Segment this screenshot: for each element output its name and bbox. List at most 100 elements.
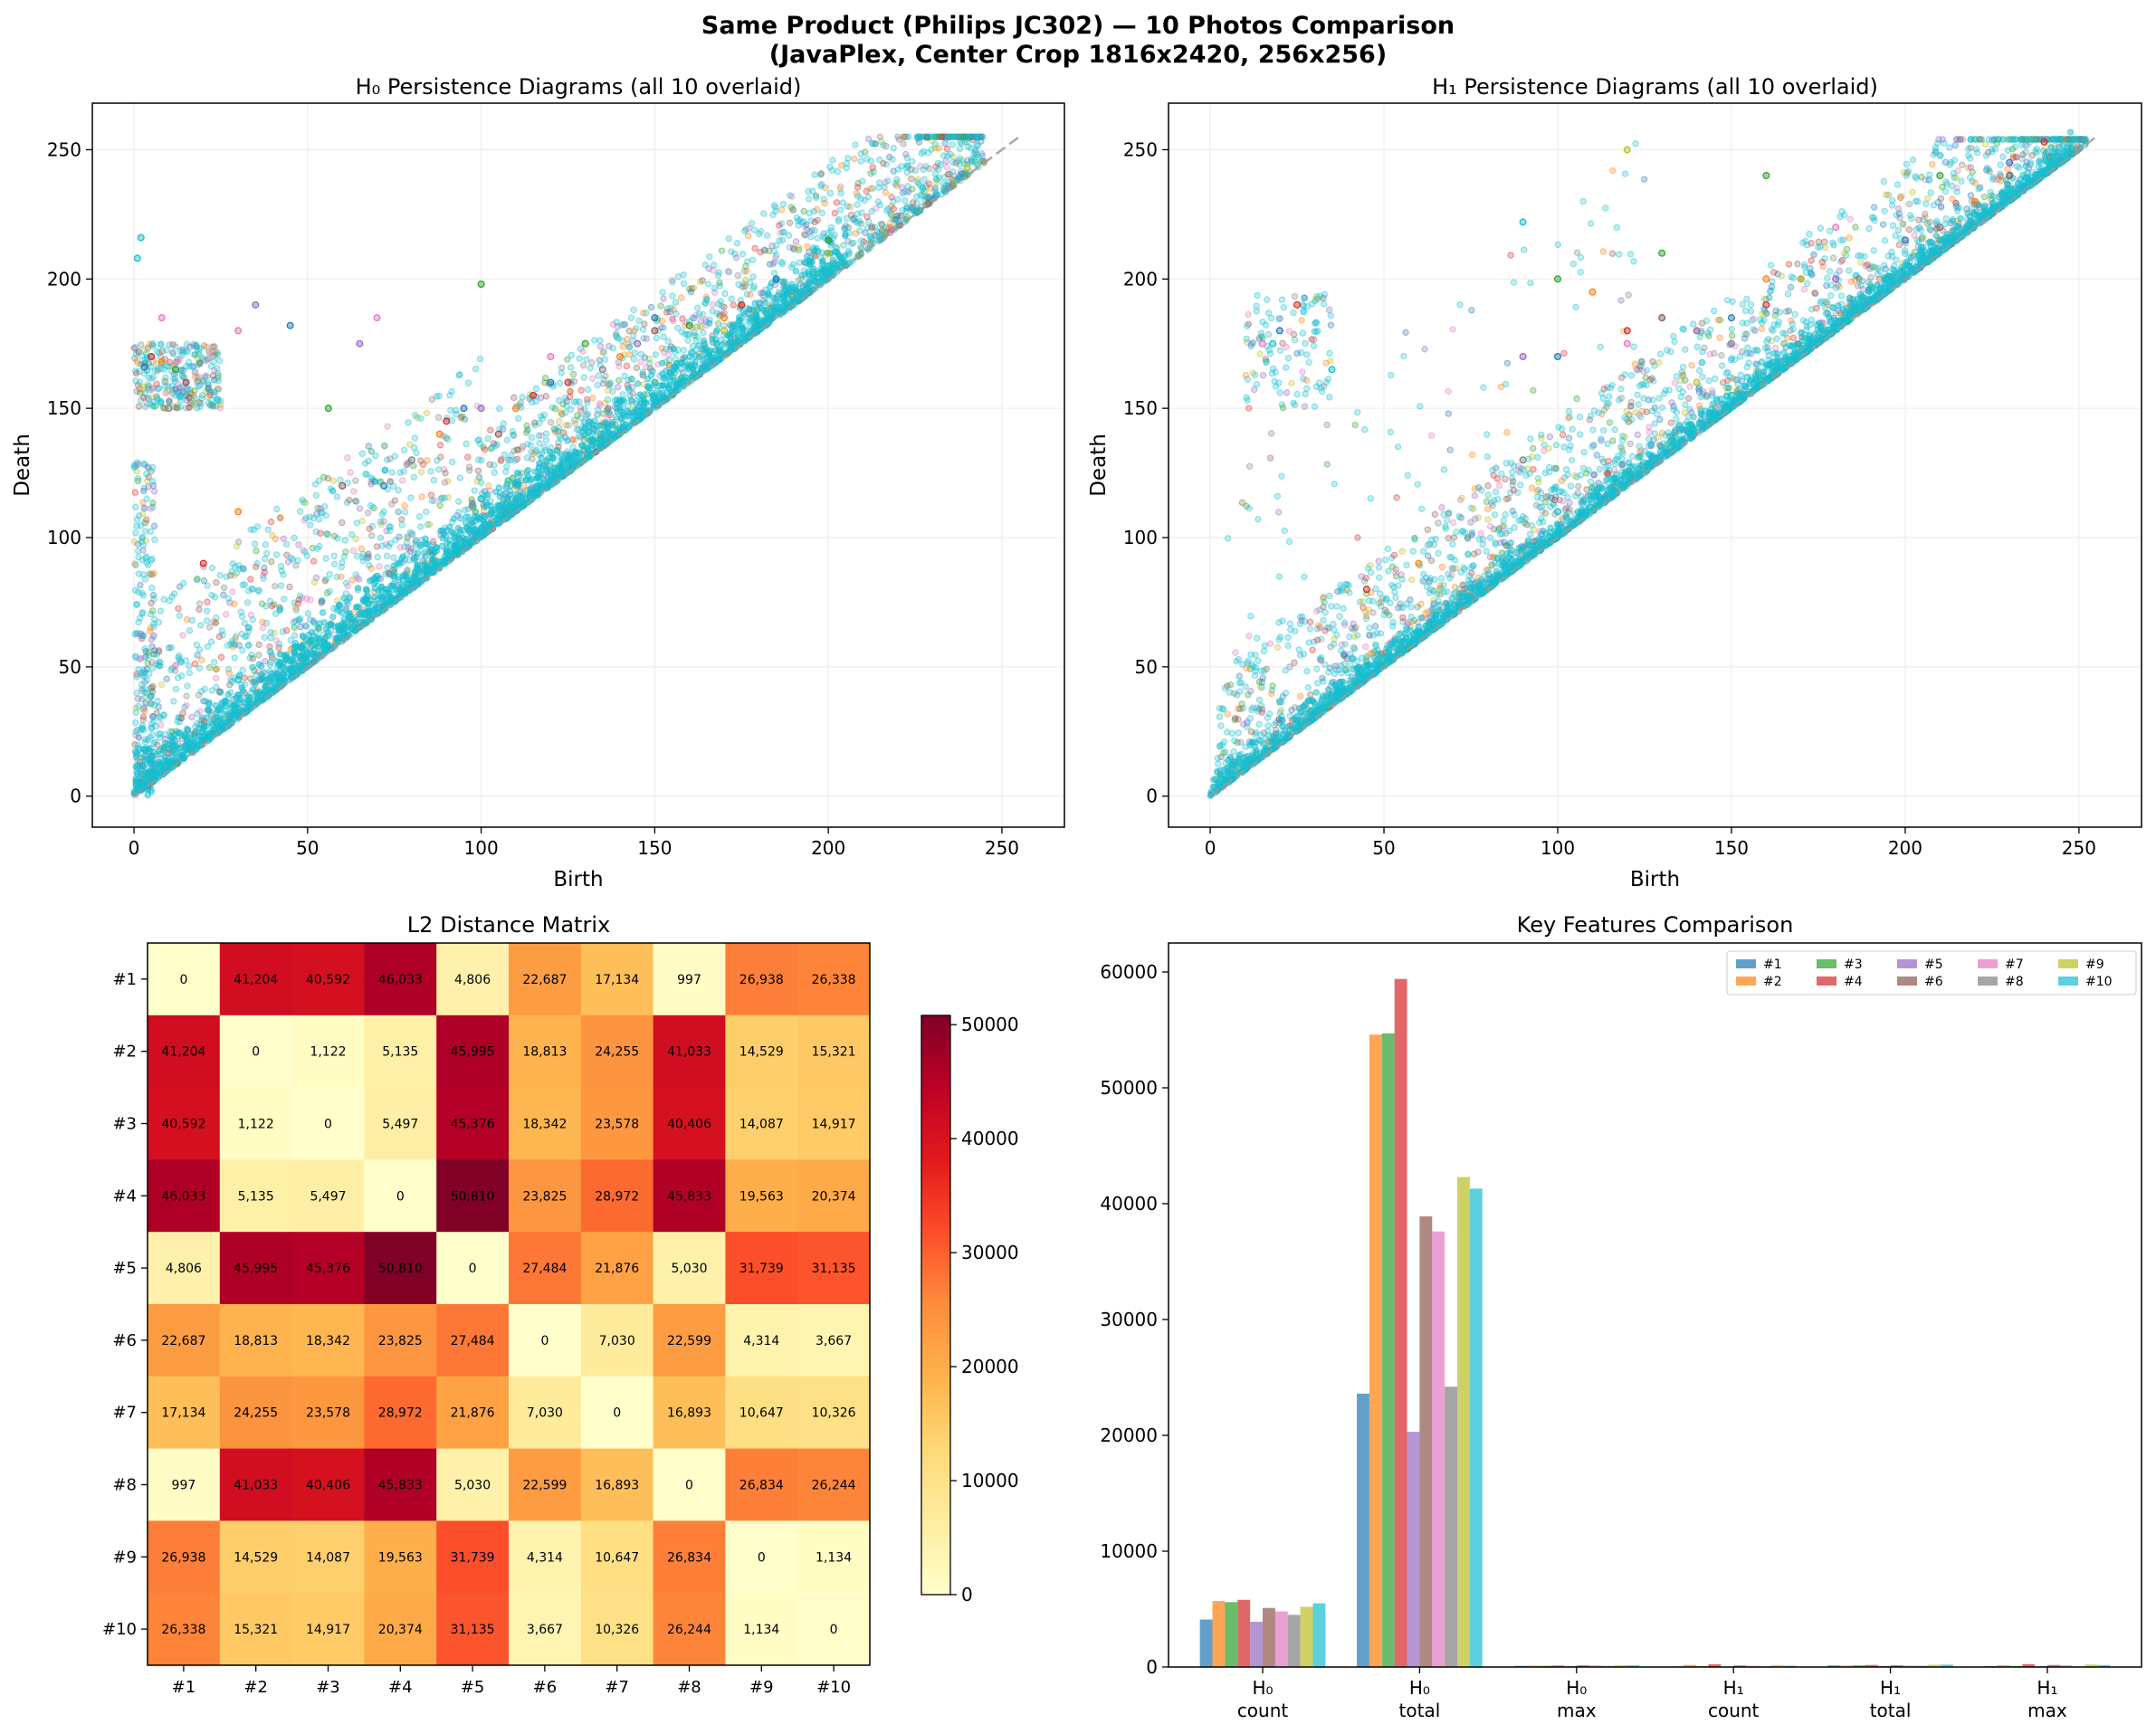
- scatter-point: [187, 730, 195, 738]
- scatter-point: [502, 484, 510, 491]
- scatter-point: [287, 666, 294, 674]
- scatter-point: [381, 466, 389, 473]
- scatter-point: [893, 176, 901, 183]
- scatter-point: [668, 276, 676, 284]
- scatter-point: [496, 493, 504, 500]
- scatter-point: [281, 595, 288, 603]
- scatter-point: [700, 337, 708, 345]
- scatter-point: [494, 501, 501, 509]
- scatter-point: [711, 284, 718, 292]
- scatter-point: [211, 594, 219, 601]
- scatter-point: [671, 369, 679, 376]
- scatter-point: [267, 659, 274, 666]
- scatter-point: [487, 502, 495, 510]
- scatter-point: [303, 552, 311, 559]
- scatter-point: [141, 654, 148, 662]
- scatter-point: [578, 442, 587, 450]
- scatter-point: [347, 469, 354, 476]
- scatter-point: [863, 224, 871, 232]
- scatter-point: [224, 665, 233, 673]
- scatter-point: [747, 279, 754, 286]
- scatter-point: [322, 555, 329, 562]
- scatter-point: [287, 554, 295, 562]
- scatter-point: [817, 170, 825, 177]
- scatter-point: [135, 702, 142, 710]
- scatter-point: [390, 554, 397, 561]
- scatter-point: [356, 505, 364, 512]
- scatter-point: [616, 398, 624, 406]
- scatter-point: [470, 527, 477, 534]
- scatter-point: [138, 634, 146, 643]
- scatter-point: [210, 658, 218, 666]
- scatter-point: [538, 432, 545, 439]
- scatter-point: [249, 616, 256, 624]
- scatter-point: [789, 206, 797, 214]
- scatter-point: [296, 508, 304, 515]
- scatter-point: [215, 357, 224, 365]
- scatter-point: [689, 314, 696, 321]
- scatter-point: [450, 515, 457, 522]
- scatter-point: [292, 605, 300, 612]
- scatter-point: [133, 764, 141, 772]
- scatter-point: [522, 429, 530, 436]
- scatter-point: [310, 619, 318, 626]
- scatter-point: [597, 422, 605, 429]
- scatter-point: [361, 460, 369, 467]
- scatter-point: [249, 686, 257, 693]
- scatter-point: [310, 557, 318, 565]
- scatter-point: [949, 176, 957, 184]
- scatter-point: [342, 579, 350, 586]
- scatter-point: [344, 454, 351, 462]
- scatter-point: [836, 206, 844, 214]
- scatter-point: [813, 194, 820, 201]
- scatter-point: [457, 414, 465, 422]
- scatter-point: [517, 399, 524, 406]
- scatter-point: [731, 250, 739, 258]
- scatter-point: [573, 425, 581, 434]
- scatter-point: [133, 600, 140, 608]
- scatter-point: [940, 174, 949, 181]
- scatter-point: [486, 521, 494, 529]
- scatter-point: [658, 324, 665, 331]
- scatter-point: [659, 289, 666, 296]
- scatter-point: [660, 295, 667, 302]
- scatter-point: [645, 359, 653, 367]
- scatter-point: [491, 462, 498, 469]
- scatter-point: [157, 607, 165, 615]
- scatter-point: [217, 653, 225, 661]
- scatter-point: [772, 254, 779, 262]
- scatter-point: [922, 163, 930, 170]
- scatter-point: [154, 367, 161, 375]
- scatter-point: [572, 450, 579, 457]
- scatter-point: [364, 509, 372, 517]
- scatter-point: [641, 320, 648, 328]
- scatter-point: [241, 674, 248, 681]
- scatter-point: [926, 195, 933, 202]
- scatter-point: [760, 210, 768, 217]
- scatter-point: [207, 362, 215, 370]
- scatter-point: [262, 541, 270, 548]
- scatter-point: [441, 494, 448, 502]
- scatter-point: [777, 220, 786, 227]
- scatter-point: [625, 385, 633, 392]
- scatter-point: [913, 193, 921, 201]
- scatter-point: [627, 396, 634, 404]
- scatter-point: [160, 377, 168, 386]
- scatter-point: [247, 576, 254, 583]
- scatter-point: [890, 205, 898, 213]
- scatter-point: [470, 502, 477, 510]
- scatter-point: [461, 506, 469, 514]
- scatter-point: [430, 476, 437, 484]
- scatter-point: [792, 283, 799, 291]
- scatter-point: [792, 238, 800, 245]
- scatter-point: [817, 182, 825, 190]
- scatter-point: [296, 592, 304, 600]
- scatter-point: [205, 663, 214, 672]
- figure-subtitle: (JavaPlex, Center Crop 1816x2420, 256x25…: [768, 41, 1388, 69]
- scatter-point: [880, 141, 887, 148]
- scatter-point: [834, 167, 842, 176]
- scatter-point: [473, 478, 481, 485]
- scatter-point: [754, 306, 761, 313]
- scatter-point: [535, 432, 543, 440]
- scatter-point: [132, 775, 139, 783]
